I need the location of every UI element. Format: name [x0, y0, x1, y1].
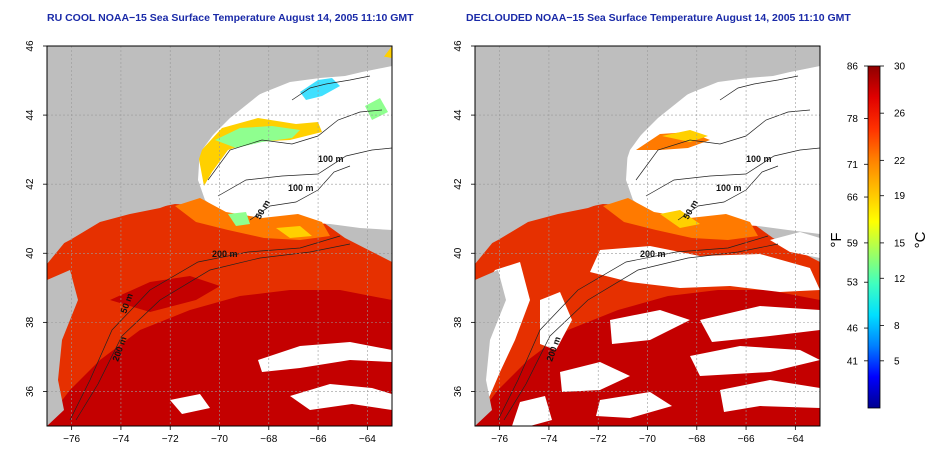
fahrenheit-tick-label: 66 [847, 193, 859, 204]
lon-tick-label: −68 [688, 434, 705, 445]
celsius-tick-label: 5 [894, 356, 900, 367]
lon-tick-label: −68 [260, 434, 277, 445]
contour-label: 100 m [288, 183, 314, 193]
panel-right-title: DECLOUDED NOAA−15 Sea Surface Temperatur… [466, 12, 851, 24]
contour-label: 200 m [640, 249, 666, 259]
panel-left-axes: −76 −74 −72 −70 −68 −66 −64 36 38 40 42 44 46 [25, 40, 376, 445]
celsius-tick-label: 19 [894, 191, 906, 202]
lon-tick-label: −76 [63, 434, 80, 445]
celsius-tick-label: 22 [894, 156, 906, 167]
lon-tick-label: −74 [540, 434, 557, 445]
colorbar-gradient [867, 65, 881, 409]
fahrenheit-tick-label: 78 [847, 114, 859, 125]
celsius-tick-label: 26 [894, 109, 906, 120]
celsius-tick-label: 30 [894, 62, 906, 73]
contour-label: 200 m [212, 249, 238, 259]
celsius-tick-label: 15 [894, 238, 906, 249]
lat-tick-label: 40 [453, 247, 464, 259]
fahrenheit-tick-label: 53 [847, 278, 859, 289]
fahrenheit-tick-label: 59 [847, 238, 859, 249]
lat-tick-label: 36 [453, 385, 464, 397]
lon-tick-label: −72 [590, 434, 607, 445]
lon-tick-label: −66 [310, 434, 327, 445]
lat-tick-label: 46 [453, 40, 464, 52]
lat-tick-label: 42 [453, 178, 464, 190]
lat-tick-label: 44 [25, 109, 36, 121]
lat-tick-label: 46 [25, 40, 36, 52]
lat-tick-label: 40 [25, 247, 36, 259]
lon-tick-label: −72 [162, 434, 179, 445]
lat-tick-label: 38 [453, 316, 464, 328]
lon-tick-label: −64 [787, 434, 804, 445]
temperature-colorbar: 86 78 71 66 59 53 46 41 30 26 22 19 15 12 8 5 °F °C [828, 62, 929, 409]
fahrenheit-axis-label: °F [828, 232, 845, 247]
contour-label: 100 m [318, 154, 344, 164]
lat-tick-label: 42 [25, 178, 36, 190]
fahrenheit-tick-label: 86 [847, 62, 859, 73]
lon-tick-label: −70 [639, 434, 656, 445]
panel-right-map [475, 46, 820, 426]
panel-left-title: RU COOL NOAA−15 Sea Surface Temperature … [47, 12, 414, 24]
celsius-axis-label: °C [912, 231, 929, 248]
panel-right-axes: −76 −74 −72 −70 −68 −66 −64 36 38 40 42 44 46 [453, 40, 804, 445]
celsius-tick-label: 8 [894, 321, 900, 332]
fahrenheit-tick-label: 41 [847, 356, 859, 367]
lat-tick-label: 38 [25, 316, 36, 328]
fahrenheit-tick-label: 46 [847, 324, 859, 335]
lon-tick-label: −66 [738, 434, 755, 445]
panel-left-map [47, 46, 392, 426]
lon-tick-label: −76 [491, 434, 508, 445]
lat-tick-label: 36 [25, 385, 36, 397]
contour-label: 100 m [746, 154, 772, 164]
contour-label: 100 m [716, 183, 742, 193]
fahrenheit-tick-label: 71 [847, 160, 859, 171]
lon-tick-label: −64 [359, 434, 376, 445]
celsius-tick-label: 12 [894, 274, 906, 285]
lon-tick-label: −70 [211, 434, 228, 445]
lon-tick-label: −74 [112, 434, 129, 445]
lat-tick-label: 44 [453, 109, 464, 121]
